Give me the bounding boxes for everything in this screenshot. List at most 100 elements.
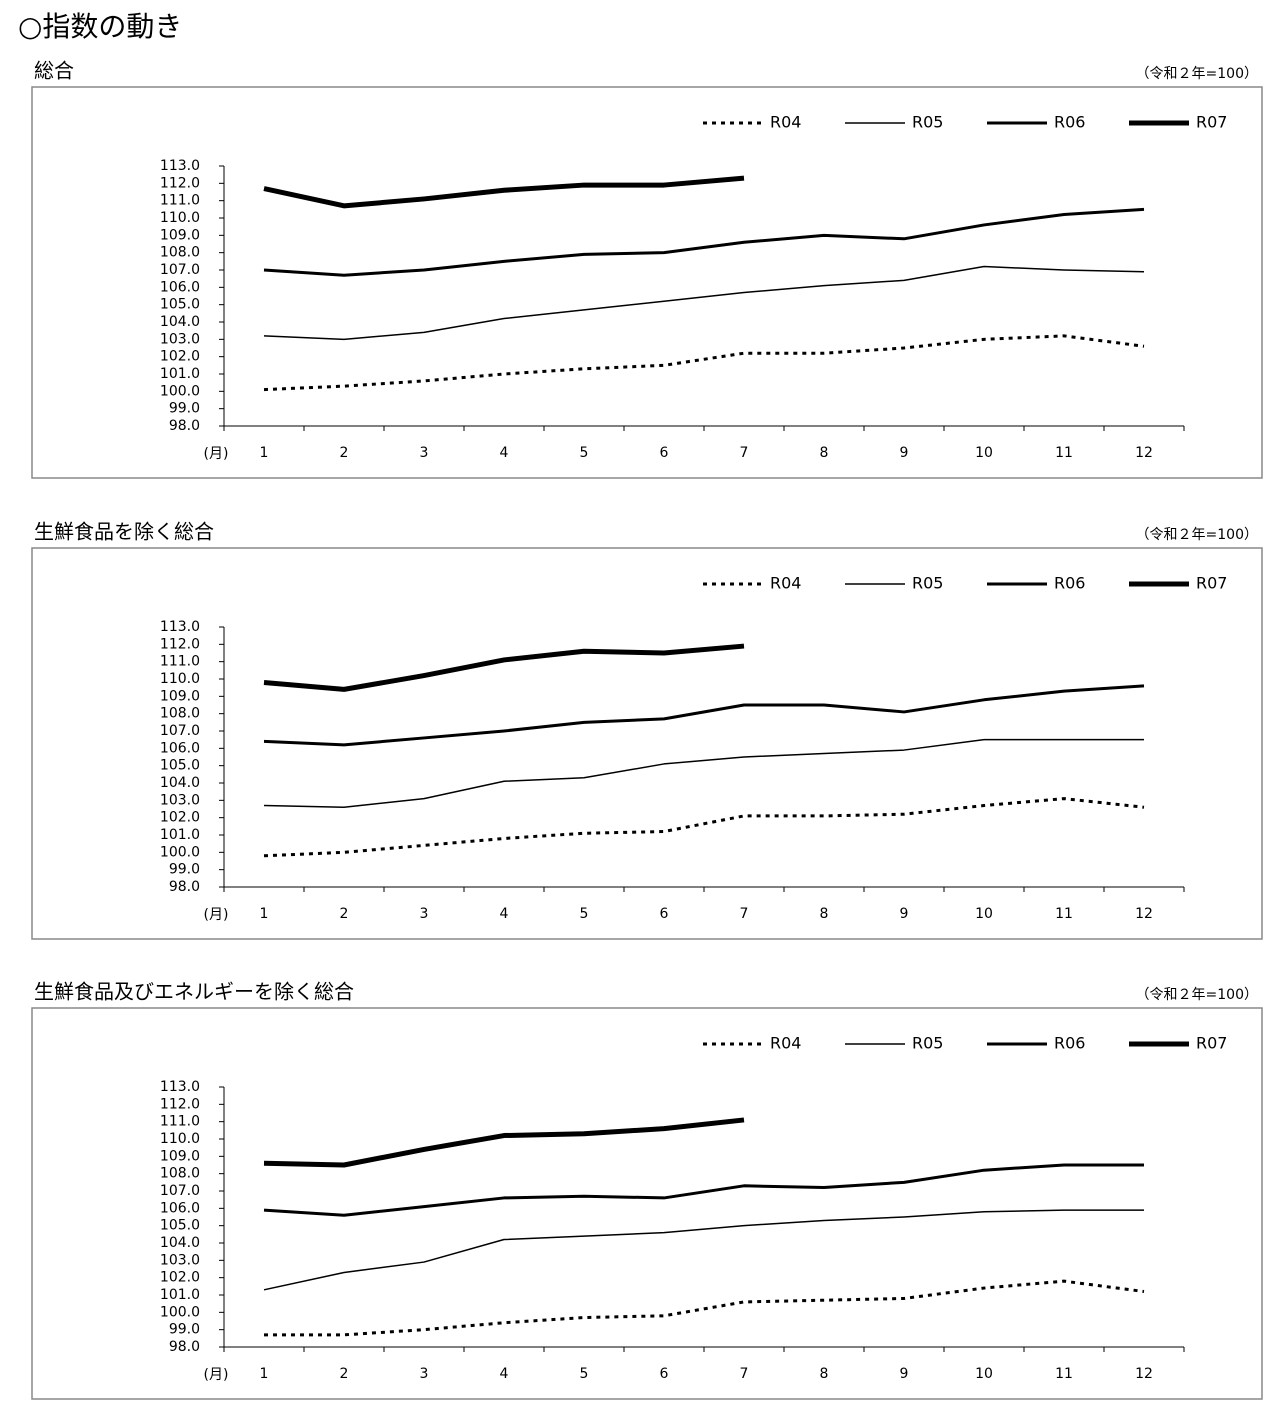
series-line	[263, 1117, 745, 1168]
y-tick-label: 113.0	[160, 1079, 200, 1095]
y-tick-label: 102.0	[160, 810, 200, 826]
y-tick-label: 100.0	[160, 1304, 200, 1320]
y-tick-label: 100.0	[160, 383, 200, 399]
y-tick-label: 111.0	[160, 654, 200, 670]
legend-label: R04	[770, 574, 801, 593]
chart-title: 総合	[34, 59, 74, 83]
series-line	[263, 684, 1145, 747]
y-tick-label: 103.0	[160, 792, 200, 808]
series-line	[263, 1209, 1144, 1291]
series-line	[263, 1163, 1144, 1217]
x-tick-label: 5	[580, 1366, 589, 1382]
x-tick-label: 11	[1055, 445, 1073, 461]
x-tick-label: 6	[660, 445, 669, 461]
y-tick-label: 108.0	[160, 1166, 200, 1182]
y-tick-label: 103.0	[160, 1252, 200, 1268]
x-tick-label: 11	[1055, 1366, 1073, 1382]
x-tick-label: 10	[975, 445, 993, 461]
series-line	[263, 175, 745, 209]
y-tick-label: 100.0	[160, 844, 200, 860]
y-tick-label: 106.0	[160, 740, 200, 756]
x-tick-label: 12	[1135, 1366, 1153, 1382]
chart-title: 生鮮食品及びエネルギーを除く総合	[34, 980, 354, 1004]
y-tick-label: 107.0	[160, 723, 200, 739]
x-tick-label: 2	[340, 1366, 349, 1382]
series-line	[263, 797, 1145, 858]
legend-label: R07	[1196, 1034, 1227, 1053]
y-tick-label: 109.0	[160, 688, 200, 704]
x-tick-label: 11	[1055, 906, 1073, 922]
y-tick-label: 103.0	[160, 331, 200, 347]
y-tick-label: 109.0	[160, 1148, 200, 1164]
legend-label: R04	[770, 113, 801, 132]
x-tick-label: 6	[660, 1366, 669, 1382]
y-tick-label: 110.0	[160, 210, 200, 226]
x-tick-label: 7	[740, 445, 749, 461]
x-tick-label: 7	[740, 906, 749, 922]
x-tick-label: 4	[500, 445, 509, 461]
y-tick-label: 106.0	[160, 1200, 200, 1216]
chart-title: 生鮮食品を除く総合	[34, 520, 214, 544]
y-tick-label: 105.0	[160, 297, 200, 313]
unit-note: （令和２年=100）	[1136, 66, 1258, 82]
unit-note: （令和２年=100）	[1136, 987, 1258, 1003]
x-tick-label: 8	[820, 445, 829, 461]
y-tick-label: 113.0	[160, 619, 200, 635]
legend-label: R06	[1054, 574, 1085, 593]
unit-note: （令和２年=100）	[1136, 527, 1258, 543]
y-tick-label: 98.0	[169, 418, 200, 434]
y-tick-label: 105.0	[160, 1218, 200, 1234]
legend-label: R07	[1196, 574, 1227, 593]
y-tick-label: 109.0	[160, 227, 200, 243]
x-tick-label: 4	[500, 1366, 509, 1382]
y-tick-label: 101.0	[160, 366, 200, 382]
y-tick-label: 98.0	[169, 1339, 200, 1355]
y-tick-label: 102.0	[160, 349, 200, 365]
y-tick-label: 108.0	[160, 706, 200, 722]
x-tick-label: 3	[420, 1366, 429, 1382]
y-tick-label: 111.0	[160, 1114, 200, 1130]
x-axis-label: (月)	[204, 907, 229, 923]
series-line	[263, 643, 745, 692]
x-tick-label: 8	[820, 1366, 829, 1382]
y-tick-label: 110.0	[160, 1131, 200, 1147]
series-line	[263, 265, 1145, 341]
x-tick-label: 3	[420, 906, 429, 922]
y-tick-label: 112.0	[160, 636, 200, 652]
y-tick-label: 99.0	[169, 401, 200, 417]
legend-label: R05	[912, 574, 943, 593]
x-tick-label: 2	[340, 906, 349, 922]
y-tick-label: 99.0	[169, 862, 200, 878]
y-tick-label: 104.0	[160, 314, 200, 330]
x-tick-label: 1	[260, 906, 269, 922]
series-line	[263, 738, 1144, 809]
y-tick-label: 105.0	[160, 758, 200, 774]
series-line	[263, 334, 1145, 392]
y-tick-label: 102.0	[160, 1270, 200, 1286]
legend-label: R07	[1196, 113, 1227, 132]
y-tick-label: 101.0	[160, 1287, 200, 1303]
x-tick-label: 6	[660, 906, 669, 922]
y-tick-label: 113.0	[160, 158, 200, 174]
x-tick-label: 2	[340, 445, 349, 461]
legend-label: R06	[1054, 113, 1085, 132]
legend-label: R06	[1054, 1034, 1085, 1053]
x-tick-label: 9	[900, 1366, 909, 1382]
chart-frame	[31, 1007, 1263, 1400]
y-tick-label: 104.0	[160, 775, 200, 791]
y-tick-label: 107.0	[160, 1183, 200, 1199]
x-tick-label: 8	[820, 906, 829, 922]
x-tick-label: 1	[260, 445, 269, 461]
y-tick-label: 106.0	[160, 279, 200, 295]
y-tick-label: 108.0	[160, 245, 200, 261]
y-tick-label: 112.0	[160, 1096, 200, 1112]
x-tick-label: 9	[900, 906, 909, 922]
x-axis-label: (月)	[204, 446, 229, 462]
y-tick-label: 101.0	[160, 827, 200, 843]
x-tick-label: 12	[1135, 445, 1153, 461]
x-tick-label: 10	[975, 906, 993, 922]
y-tick-label: 112.0	[160, 175, 200, 191]
chart-frame	[31, 86, 1263, 479]
y-tick-label: 111.0	[160, 193, 200, 209]
